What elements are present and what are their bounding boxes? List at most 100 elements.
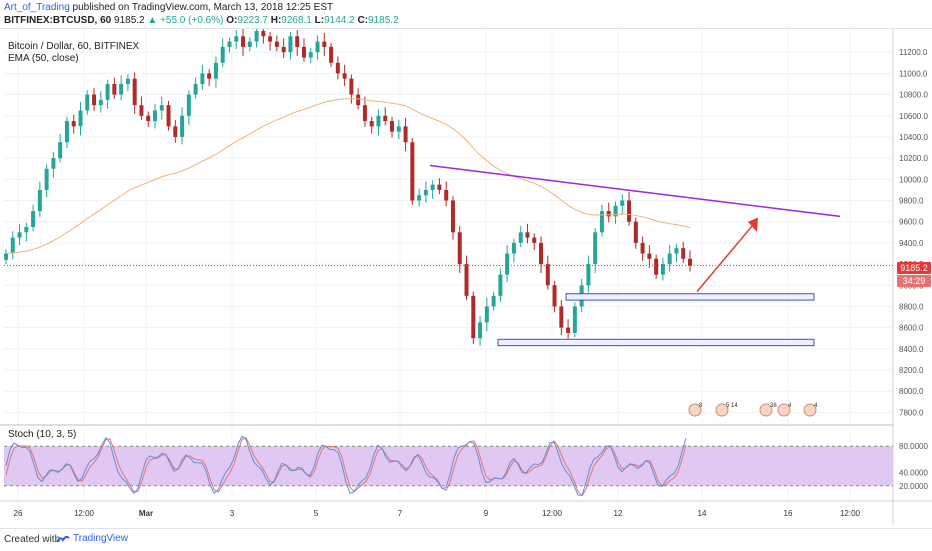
candle-body	[173, 126, 178, 137]
candle-body	[335, 62, 340, 74]
time-tick-label: 16	[784, 509, 793, 518]
candle-body	[295, 36, 300, 47]
close-label: C:	[357, 15, 369, 26]
stoch-k-line	[5, 435, 687, 496]
candle-body	[633, 221, 638, 243]
price-tick-label: 10000.0	[899, 175, 928, 184]
time-tick-label: 12:00	[542, 509, 563, 518]
candle-body	[566, 327, 571, 333]
candle-body	[261, 31, 266, 37]
time-tick-label: 9	[484, 509, 489, 518]
candle-body	[681, 248, 686, 259]
candle-body	[545, 264, 550, 286]
price-tick-label: 8200.0	[899, 366, 924, 375]
candle-body	[315, 41, 320, 53]
candle-body	[660, 264, 665, 275]
time-tick-label: 12:00	[840, 509, 861, 518]
candle-body	[180, 115, 185, 137]
countdown-tag: 34:29	[897, 275, 931, 287]
candle-body	[349, 78, 354, 95]
candle-body	[518, 232, 523, 243]
low-label: L:	[314, 15, 325, 26]
time-tick-label: Mar	[139, 509, 153, 518]
candle-body	[505, 253, 510, 275]
candle-body	[64, 121, 69, 143]
candle-body	[254, 31, 259, 42]
chart-area[interactable]: 11200.0 11000.0 10800.0 10600.0 10400.0 10200…	[0, 28, 932, 525]
us-flag-icon	[688, 403, 702, 417]
candle-body	[396, 126, 401, 132]
candle-body	[627, 200, 632, 222]
candle-body	[464, 264, 469, 296]
candle-body	[105, 83, 110, 100]
stoch-tick-label: 40.0000	[899, 469, 928, 478]
price-tick-label: 8600.0	[899, 324, 924, 333]
candle-body	[112, 83, 117, 95]
candle-body	[71, 121, 76, 127]
low-value: 9144.2	[324, 15, 355, 26]
tradingview-brand[interactable]: TradingView	[56, 533, 128, 544]
candle-body	[301, 46, 306, 58]
candle-body	[268, 36, 273, 42]
candle-body	[450, 200, 455, 233]
candle-body	[119, 83, 124, 95]
price-tick-label: 10800.0	[899, 91, 928, 100]
candle-body	[430, 184, 435, 190]
candle-body	[410, 142, 415, 201]
candle-body	[586, 264, 591, 286]
ohlc-line: BITFINEX:BTCUSD, 60 9185.2 ▲ +55.0 (+0.6…	[4, 15, 399, 26]
time-tick-label: 12	[614, 509, 623, 518]
support-zone-upper	[565, 293, 815, 301]
symbol-label[interactable]: BITFINEX:BTCUSD, 60	[4, 15, 112, 26]
stoch-pane-title[interactable]: Stoch (10, 3, 5)	[8, 429, 77, 440]
candle-body	[58, 142, 63, 159]
candle-body	[125, 78, 130, 84]
price-tick-label: 10600.0	[899, 112, 928, 121]
price-tick-label: 9800.0	[899, 197, 924, 206]
candle-body	[417, 195, 422, 201]
price-tick-label: 9600.0	[899, 218, 924, 227]
candle-body	[383, 115, 388, 122]
candle-body	[98, 99, 103, 106]
candle-body	[146, 115, 151, 122]
candle-body	[491, 295, 496, 307]
candle-body	[329, 46, 334, 63]
descending-trendline	[429, 164, 841, 218]
candle-body	[437, 184, 442, 190]
chart-canvas[interactable]: 11200.0 11000.0 10800.0 10600.0 10400.0 10200…	[0, 29, 932, 525]
candle-body	[78, 110, 83, 127]
author-link[interactable]: Art_of_Trading	[4, 2, 70, 13]
event-count: 4	[814, 403, 818, 409]
candle-body	[532, 237, 537, 243]
event-count: 38	[770, 403, 777, 409]
candle-body	[356, 94, 361, 106]
candle-body	[37, 189, 42, 212]
candle-body	[478, 322, 483, 339]
time-tick-label: 26	[14, 509, 23, 518]
candle-body	[484, 306, 489, 323]
time-tick-label: 7	[398, 509, 403, 518]
candle-body	[207, 73, 212, 79]
candle-body	[654, 258, 659, 275]
stoch-d-line	[5, 437, 687, 497]
candle-body	[369, 121, 374, 127]
candle-body	[390, 121, 395, 132]
us-flag-icon	[803, 403, 817, 417]
candle-body	[186, 94, 191, 116]
support-zone-lower	[497, 338, 815, 347]
main-pane-title: Bitcoin / Dollar, 60, BITFINEX	[8, 41, 140, 52]
candle-body	[674, 248, 679, 254]
created-with-label: Created with	[4, 534, 61, 545]
candle-body	[559, 306, 564, 328]
price-tick-label: 8400.0	[899, 345, 924, 354]
candle-body	[85, 94, 90, 111]
candle-body	[24, 227, 29, 233]
candle-body	[362, 105, 367, 122]
candle-body	[139, 105, 144, 116]
ema-indicator-label[interactable]: EMA (50, close)	[8, 53, 79, 64]
open-label: O:	[226, 15, 238, 26]
candle-body	[281, 46, 286, 53]
candle-body	[376, 115, 381, 127]
event-count: 5 14	[726, 403, 738, 409]
candle-body	[599, 211, 604, 233]
